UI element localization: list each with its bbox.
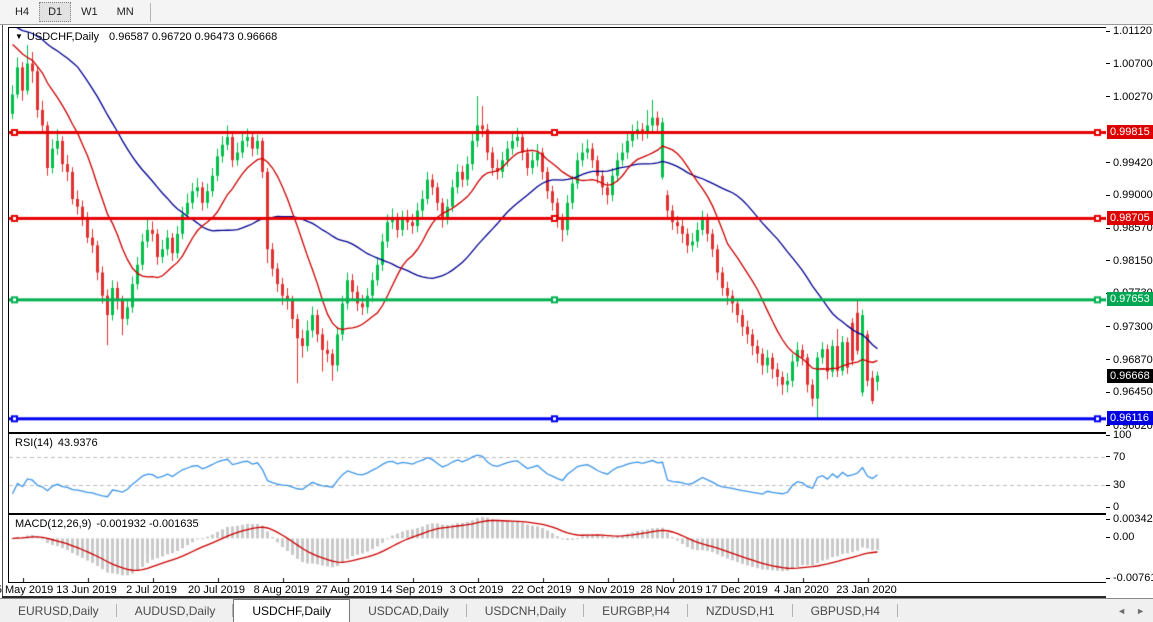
rsi-tick-label: 0 xyxy=(1106,501,1119,514)
tab-usdchf-daily[interactable]: USDCHF,Daily xyxy=(233,599,351,622)
macd-tick-label: 0.00 xyxy=(1106,531,1134,544)
price-tick-label: 0.99000 xyxy=(1106,189,1153,202)
timeframe-button-w1[interactable]: W1 xyxy=(81,6,98,18)
date-label: 28 Nov 2019 xyxy=(640,584,703,596)
macd-tick-label: 0.003428 xyxy=(1106,513,1153,526)
rsi-tick-label: 70 xyxy=(1106,450,1125,463)
ohlc-values: 0.96587 0.96720 0.96473 0.96668 xyxy=(109,31,278,43)
timeframe-toolbar: H4 D1 W1 MN xyxy=(0,0,1153,25)
date-label: 9 Nov 2019 xyxy=(578,584,635,596)
price-level-badge: 0.99815 xyxy=(1107,125,1153,140)
tab-scroll-right-icon[interactable]: ► xyxy=(1136,606,1145,616)
price-tick-label: 0.99420 xyxy=(1106,156,1153,169)
date-label: 8 Aug 2019 xyxy=(253,584,310,596)
price-tick-label: 1.00700 xyxy=(1106,57,1153,70)
price-tick-label: 0.98570 xyxy=(1106,222,1153,235)
macd-label: MACD(12,26,9) -0.001932 -0.001635 xyxy=(15,518,199,530)
horizontal-scrollbar[interactable] xyxy=(2,596,1106,598)
price-level-badge: 0.96668 xyxy=(1107,368,1153,383)
rsi-chart[interactable] xyxy=(9,434,1107,513)
date-label: 27 Aug 2019 xyxy=(315,584,378,596)
tab-eurgbp-h4[interactable]: EURGBP,H4 xyxy=(584,599,688,622)
price-level-badge: 0.98705 xyxy=(1107,210,1153,225)
price-level-badge: 0.97653 xyxy=(1107,292,1153,307)
timeframe-button-d1[interactable]: D1 xyxy=(39,2,72,22)
date-label: 17 Dec 2019 xyxy=(705,584,768,596)
tab-nzdusd-h1[interactable]: NZDUSD,H1 xyxy=(688,599,793,622)
macd-values: -0.001932 -0.001635 xyxy=(96,518,199,530)
price-level-badge: 0.96116 xyxy=(1107,411,1153,426)
tab-scroll-arrows: ◄ ► xyxy=(1117,599,1145,622)
price-tick-label: 0.97300 xyxy=(1106,320,1153,333)
chart-tab-bar: EURUSD,Daily AUDUSD,Daily USDCHF,Daily U… xyxy=(0,598,1153,622)
price-tick-label: 0.96870 xyxy=(1106,353,1153,366)
symbol-label: USDCHF,Daily xyxy=(26,31,100,43)
date-label: 22 Oct 2019 xyxy=(511,584,572,596)
macd-name: MACD(12,26,9) xyxy=(15,518,92,530)
rsi-tick-label: 30 xyxy=(1106,479,1125,492)
macd-chart[interactable] xyxy=(9,515,1107,582)
price-tick-label: 0.96450 xyxy=(1106,386,1153,399)
price-chart-pane[interactable]: ▼ USDCHF,Daily 0.96587 0.96720 0.96473 0.9… xyxy=(8,27,1108,433)
price-axis[interactable]: 1.01120 1.00700 1.00270 0.99420 0.99000 0.985… xyxy=(1106,25,1153,597)
timeframe-button-mn[interactable]: MN xyxy=(116,6,134,18)
date-label: 3 Oct 2019 xyxy=(449,584,504,596)
rsi-indicator-pane[interactable]: RSI(14) 43.9376 xyxy=(8,433,1108,514)
window-frame-left xyxy=(2,25,3,597)
tab-gbpusd-h4[interactable]: GBPUSD,H4 xyxy=(793,599,899,622)
timeframe-button-h4[interactable]: H4 xyxy=(15,6,30,18)
date-label: 25 May 2019 xyxy=(0,584,54,596)
date-label: 2 Jul 2019 xyxy=(126,584,177,596)
rsi-value: 43.9376 xyxy=(57,437,98,449)
toolbar-separator xyxy=(149,2,151,22)
tab-usdcad-daily[interactable]: USDCAD,Daily xyxy=(350,599,467,622)
date-label: 20 Jul 2019 xyxy=(188,584,245,596)
rsi-tick-label: 100 xyxy=(1106,429,1131,442)
tab-eurusd-daily[interactable]: EURUSD,Daily xyxy=(0,599,117,622)
tab-usdcnh-daily[interactable]: USDCNH,Daily xyxy=(467,599,585,622)
price-tick-label: 1.00270 xyxy=(1106,90,1153,103)
date-label: 4 Jan 2020 xyxy=(774,584,829,596)
macd-tick-label: -0.007615 xyxy=(1106,572,1153,585)
date-label: 14 Sep 2019 xyxy=(380,584,443,596)
rsi-name: RSI(14) xyxy=(15,437,53,449)
collapse-triangle-icon[interactable]: ▼ xyxy=(15,32,23,41)
tab-audusd-daily[interactable]: AUDUSD,Daily xyxy=(117,599,234,622)
macd-indicator-pane[interactable]: MACD(12,26,9) -0.001932 -0.001635 xyxy=(8,514,1108,583)
candlestick-chart[interactable] xyxy=(9,28,1107,432)
price-tick-label: 1.01120 xyxy=(1106,25,1152,38)
chart-title: ▼ USDCHF,Daily 0.96587 0.96720 0.96473 0.9… xyxy=(15,31,277,43)
date-label: 23 Jan 2020 xyxy=(836,584,897,596)
tab-scroll-left-icon[interactable]: ◄ xyxy=(1117,606,1127,616)
price-tick-label: 0.98150 xyxy=(1106,254,1153,267)
rsi-label: RSI(14) 43.9376 xyxy=(15,437,98,449)
date-label: 13 Jun 2019 xyxy=(56,584,117,596)
